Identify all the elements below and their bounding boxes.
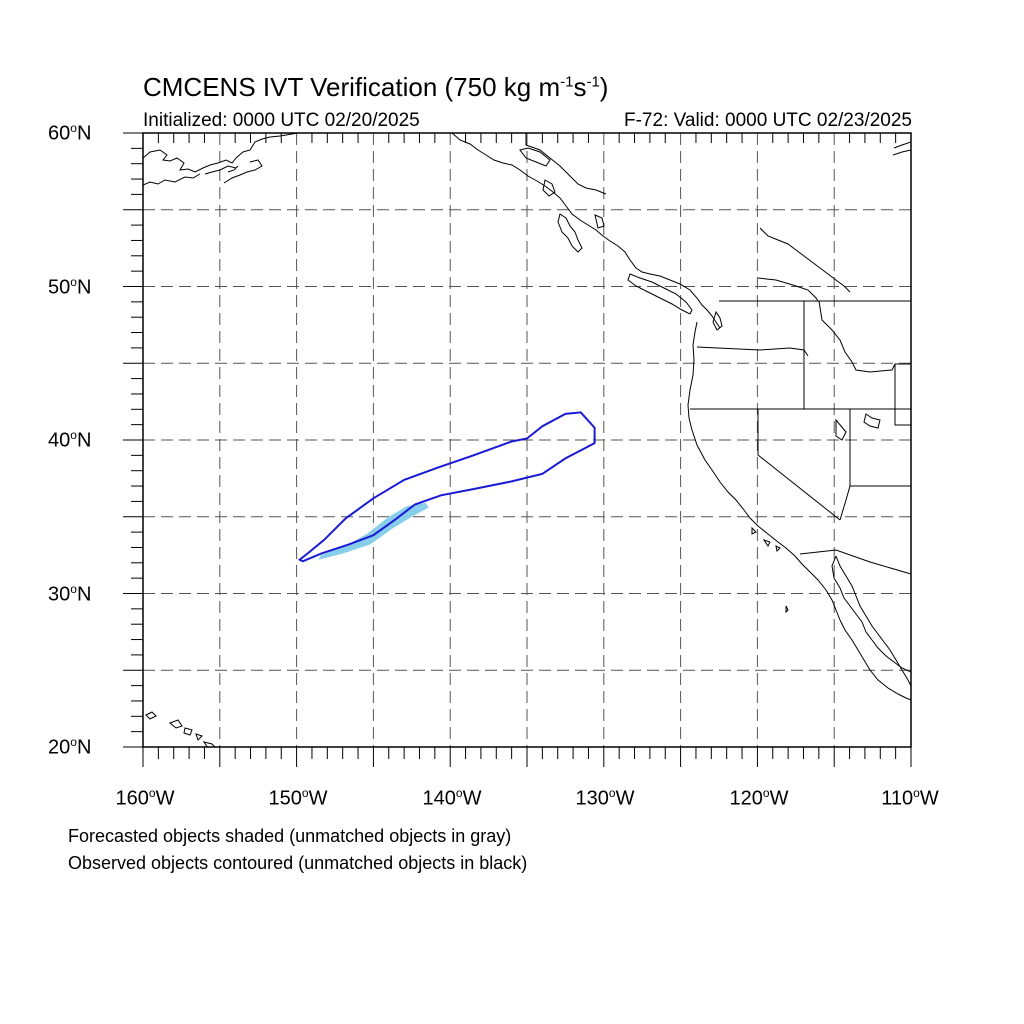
lat-label-20: 20oN	[48, 735, 92, 759]
caption-forecast: Forecasted objects shaded (unmatched obj…	[68, 826, 512, 846]
lat-label-40: 40oN	[48, 428, 92, 452]
lon-label-140w: 140oW	[422, 786, 482, 810]
lat-lon-grid	[143, 133, 911, 747]
lat-label-30: 30oN	[48, 582, 92, 606]
wa-or-border	[696, 346, 809, 357]
lat-label-60: 60oN	[48, 121, 92, 145]
lat-label-50: 50oN	[48, 275, 92, 299]
lon-label-110w: 110oW	[881, 786, 939, 810]
init-time-label: Initialized: 0000 UTC 02/20/2025	[143, 110, 420, 131]
lon-label-120w: 120oW	[729, 786, 789, 810]
bc-coast	[451, 133, 721, 329]
wy-border	[894, 364, 911, 426]
caption-observed: Observed objects contoured (unmatched ob…	[68, 853, 528, 873]
lon-label-160w: 160oW	[115, 786, 175, 810]
lon-label-150w: 150oW	[268, 786, 328, 810]
us-mexico-border	[799, 549, 911, 575]
valid-time-label: F-72: Valid: 0000 UTC 02/23/2025	[624, 110, 912, 131]
alaska-coast	[143, 133, 299, 173]
map-frame	[142, 132, 912, 748]
chart-title: CMCENS IVT Verification (750 kg m-1s-1)	[143, 72, 609, 102]
nv-east-border	[839, 409, 851, 521]
lon-label-130w: 130oW	[575, 786, 635, 810]
hawaii-islands	[145, 711, 216, 747]
axis-ticks	[123, 132, 912, 767]
ak-bc-border	[525, 133, 607, 195]
id-mt-border	[818, 300, 911, 373]
observed-ivt-contour	[297, 411, 596, 563]
us-west-coast	[687, 321, 841, 621]
nv-border	[757, 409, 841, 521]
forecast-ivt-object	[318, 502, 429, 560]
coastlines	[143, 133, 911, 747]
